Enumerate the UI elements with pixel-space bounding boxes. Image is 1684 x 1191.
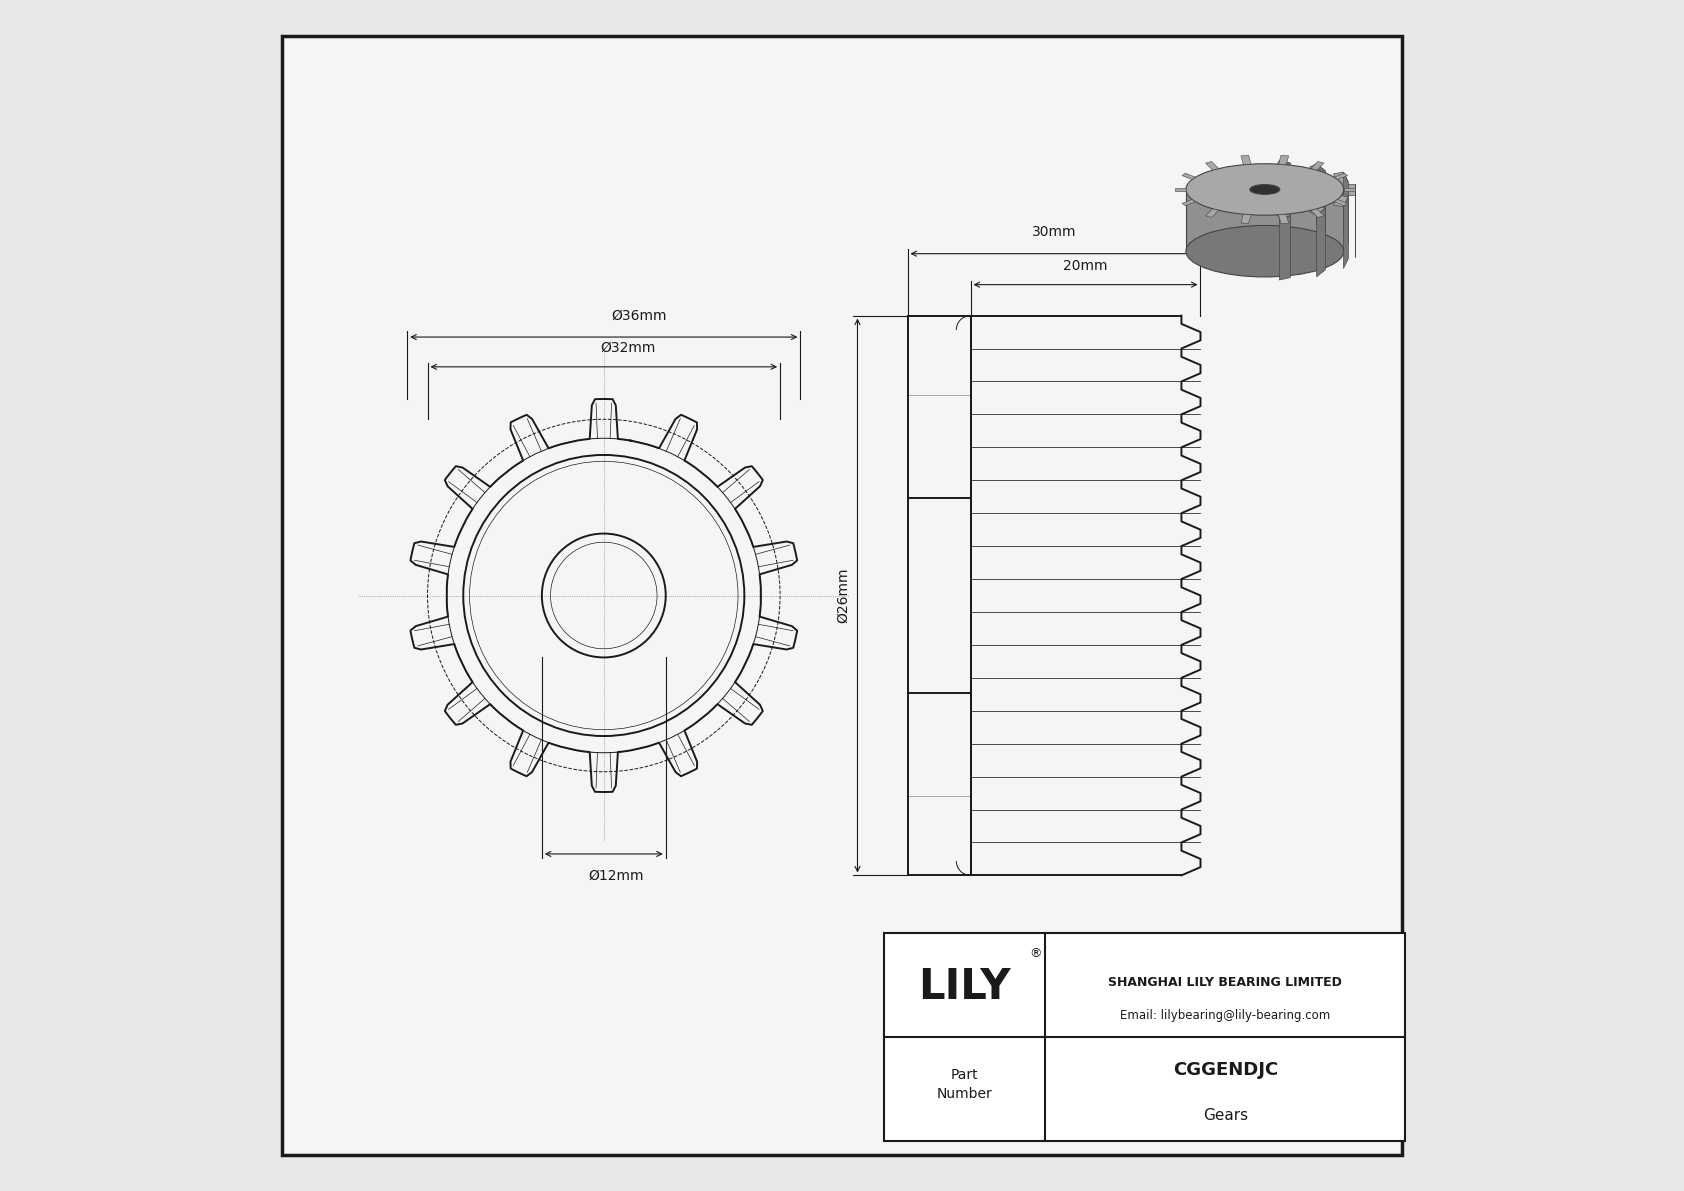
Polygon shape	[1280, 161, 1290, 225]
Polygon shape	[1334, 199, 1347, 206]
Polygon shape	[1344, 188, 1356, 191]
Polygon shape	[1241, 155, 1251, 164]
Polygon shape	[1317, 164, 1325, 232]
Polygon shape	[1206, 162, 1219, 170]
Text: LILY: LILY	[918, 966, 1010, 1008]
Polygon shape	[1334, 173, 1347, 180]
Polygon shape	[1317, 208, 1325, 276]
Polygon shape	[1182, 173, 1196, 180]
Ellipse shape	[1250, 185, 1280, 194]
Polygon shape	[1241, 214, 1251, 224]
Polygon shape	[1278, 214, 1288, 224]
Text: 20mm: 20mm	[1063, 258, 1108, 273]
Polygon shape	[1280, 216, 1290, 280]
Polygon shape	[1276, 212, 1290, 218]
Text: Email: lilybearing@lily-bearing.com: Email: lilybearing@lily-bearing.com	[1120, 1010, 1330, 1022]
Text: 30mm: 30mm	[1032, 225, 1076, 239]
Ellipse shape	[1186, 225, 1344, 278]
Text: Part
Number: Part Number	[936, 1068, 992, 1102]
Polygon shape	[1334, 195, 1349, 207]
Text: Ø36mm: Ø36mm	[611, 308, 667, 323]
Polygon shape	[1344, 183, 1356, 195]
Polygon shape	[1310, 164, 1325, 174]
Polygon shape	[1344, 197, 1349, 268]
Text: SHANGHAI LILY BEARING LIMITED: SHANGHAI LILY BEARING LIMITED	[1108, 977, 1342, 989]
Bar	[884, 933, 1406, 1141]
Text: Gears: Gears	[1202, 1109, 1248, 1123]
Bar	[908, 316, 970, 875]
Bar	[1186, 189, 1344, 251]
Polygon shape	[1175, 188, 1186, 191]
Text: Ø32mm: Ø32mm	[600, 341, 655, 355]
Text: Ø12mm: Ø12mm	[588, 868, 643, 883]
Text: Ø26mm: Ø26mm	[837, 568, 850, 623]
Polygon shape	[1310, 208, 1324, 218]
Polygon shape	[1182, 199, 1196, 206]
Polygon shape	[1278, 155, 1288, 164]
Polygon shape	[1344, 173, 1349, 244]
Polygon shape	[1310, 162, 1324, 170]
Ellipse shape	[1186, 163, 1344, 216]
Polygon shape	[1206, 208, 1219, 218]
Polygon shape	[1276, 161, 1290, 167]
Polygon shape	[1310, 205, 1325, 216]
Text: CGGENDJC: CGGENDJC	[1172, 1061, 1278, 1079]
Polygon shape	[1334, 173, 1349, 183]
Text: ®: ®	[1029, 947, 1042, 960]
